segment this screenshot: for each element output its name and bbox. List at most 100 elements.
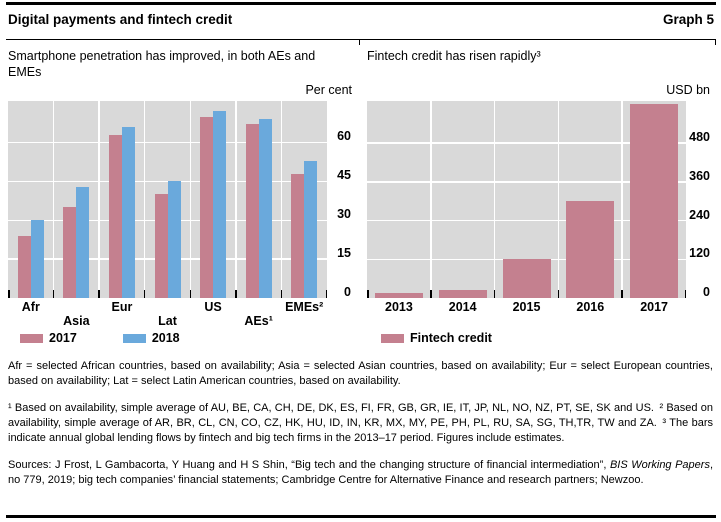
ytick-label: 240: [689, 207, 710, 222]
bar-2017: [154, 194, 168, 298]
ytick-label: 0: [703, 285, 710, 299]
legend-swatch-fintech-credit: [381, 333, 404, 343]
axis-tick: [621, 290, 623, 298]
gridline-h: [8, 141, 327, 144]
category-label: EMEs²: [285, 300, 324, 314]
gridline-v: [280, 101, 283, 298]
notes-block: Afr = selected African countries, based …: [8, 359, 713, 488]
left-legend: 2017 2018: [20, 331, 355, 345]
category-label: 2016: [576, 300, 605, 314]
bar-Fintech credit: [374, 293, 423, 298]
axis-tick: [325, 290, 327, 298]
left-axis-unit: Per cent: [305, 83, 352, 97]
ytick-label: 15: [337, 246, 351, 261]
gridline-v: [621, 101, 623, 298]
gridline-h: [367, 181, 686, 183]
axis-tick: [52, 290, 55, 298]
axis-tick: [684, 290, 686, 298]
ytick-label: 360: [689, 168, 710, 183]
bar-Fintech credit: [502, 259, 551, 298]
bar-2017: [245, 124, 259, 298]
right-axis-unit: USD bn: [666, 83, 710, 97]
ytick-label: 0: [344, 285, 351, 299]
axis-tick: [143, 290, 146, 298]
right-chart-plot: [367, 101, 686, 298]
axis-tick: [557, 290, 560, 298]
bar-Fintech credit: [438, 289, 487, 298]
sources-text: Sources: J Frost, L Gambacorta, Y Huang …: [8, 459, 610, 471]
bar-2018: [213, 111, 227, 298]
bar-2018: [30, 220, 44, 298]
gridline-v: [143, 101, 146, 298]
gridline-v: [98, 101, 100, 298]
legend-label-2018: 2018: [151, 331, 180, 345]
gridline-h: [367, 219, 686, 222]
left-panel: Smartphone penetration has improved, in …: [8, 48, 355, 345]
legend-label-fintech-credit: Fintech credit: [410, 331, 492, 345]
bar-Fintech credit: [630, 104, 679, 298]
panel-divider-tick: [359, 40, 360, 45]
category-label: AEs¹: [244, 314, 273, 328]
gridline-h: [367, 142, 686, 144]
category-label: US: [204, 300, 222, 314]
legend-label-2017: 2017: [49, 331, 77, 345]
bar-2018: [121, 126, 135, 298]
axis-tick: [493, 290, 496, 298]
sources-text-end: , no 779, 2019; big tech companies’ fina…: [8, 459, 714, 486]
bar-2018: [258, 119, 272, 298]
right-edge-tick: [715, 40, 716, 45]
axis-tick: [235, 290, 237, 298]
bar-2017: [17, 235, 31, 298]
bar-Fintech credit: [566, 201, 615, 298]
axis-tick: [98, 290, 100, 298]
axis-tick: [430, 290, 432, 298]
right-category-labels: 2013 2014 2015 2016 2017: [367, 300, 686, 328]
right-panel-title: Fintech credit has risen rapidly³: [367, 49, 541, 63]
region-definitions-note: Afr = selected African countries, based …: [8, 360, 713, 387]
sources-note: Sources: J Frost, L Gambacorta, Y Huang …: [8, 458, 713, 488]
category-label: 2017: [640, 300, 668, 314]
right-panel: Fintech credit has risen rapidly³ USD bn…: [360, 48, 713, 345]
left-category-labels: Afr Asia Eur Lat US AEs¹ EMEs²: [8, 300, 327, 328]
bar-2017: [63, 207, 77, 298]
bar-2017: [200, 116, 214, 298]
category-label: Asia: [63, 314, 90, 328]
ytick-label: 120: [689, 246, 710, 261]
bar-2018: [167, 181, 181, 298]
legend-swatch-2017: [20, 333, 43, 343]
category-label: 2013: [385, 300, 413, 314]
category-label: 2015: [512, 300, 541, 314]
legend-item-2017: 2017: [20, 331, 77, 345]
header-rule: [6, 39, 716, 45]
bottom-rule: [6, 515, 716, 518]
graph-title: Digital payments and fintech credit: [8, 12, 233, 27]
axis-tick: [367, 290, 369, 298]
bar-2018: [76, 186, 90, 298]
sources-italic-title: BIS Working Papers: [609, 459, 710, 471]
bar-2017: [291, 173, 305, 298]
gridline-v: [235, 101, 237, 298]
ytick-label: 30: [337, 207, 351, 222]
bar-2017: [108, 134, 122, 298]
left-chart-plot: [8, 101, 327, 298]
legend-item-2018: 2018: [122, 331, 180, 345]
ytick-label: 60: [337, 129, 351, 144]
axis-tick: [8, 290, 10, 298]
right-chart-area: 0 120 240 360 480: [367, 101, 713, 299]
gridline-v: [189, 101, 192, 298]
footnotes-note: ¹ Based on availability, simple average …: [8, 402, 713, 444]
ytick-label: 480: [689, 129, 710, 144]
category-label: Lat: [158, 314, 177, 328]
legend-swatch-2018: [122, 333, 146, 343]
graph-header: Digital payments and fintech credit Grap…: [8, 12, 714, 27]
gridline-v: [557, 101, 560, 298]
category-label: Eur: [111, 300, 133, 314]
axis-tick: [189, 290, 192, 298]
legend-item-fintech-credit: Fintech credit: [381, 331, 492, 345]
ytick-label: 45: [337, 168, 351, 183]
left-panel-title: Smartphone penetration has improved, in …: [8, 49, 316, 79]
gridline-v: [493, 101, 496, 298]
category-label: Afr: [21, 300, 40, 314]
right-y-axis-labels: 0 120 240 360 480: [686, 101, 713, 299]
